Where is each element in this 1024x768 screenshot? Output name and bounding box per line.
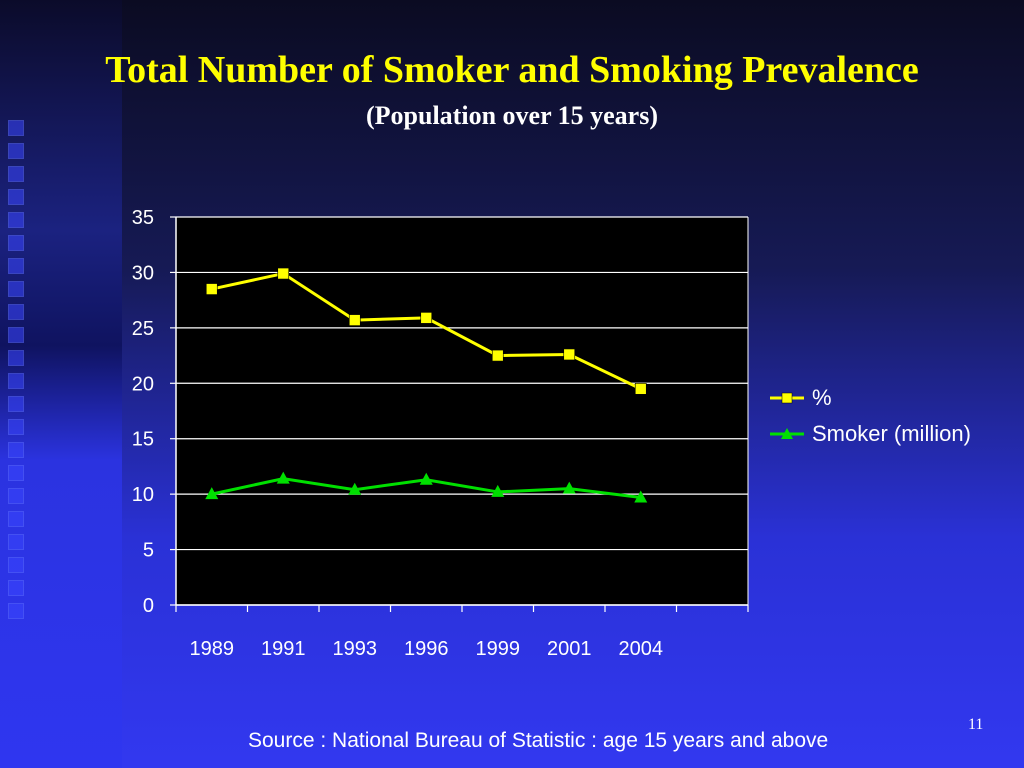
decorative-square (8, 442, 24, 458)
y-tick-label: 35 (132, 207, 154, 229)
data-point-percent (634, 383, 647, 395)
left-decorative-strip (0, 0, 122, 768)
y-tick-label: 25 (132, 318, 154, 340)
data-point-smoker (419, 472, 433, 485)
y-tick-label: 30 (132, 262, 154, 284)
y-tick-label: 20 (132, 373, 154, 395)
x-tick-label: 1991 (261, 638, 306, 660)
decorative-square (8, 350, 24, 366)
y-tick-label: 15 (132, 429, 154, 451)
x-tick-label: 2001 (547, 638, 592, 660)
decorative-square (8, 603, 24, 619)
data-point-smoker (348, 482, 362, 495)
x-tick-label: 1993 (333, 638, 378, 660)
x-tick-label: 1989 (190, 638, 235, 660)
slide-title: Total Number of Smoker and Smoking Preva… (105, 49, 919, 91)
decorative-square (8, 419, 24, 435)
decorative-square (8, 143, 24, 159)
legend-label-percent: % (812, 385, 832, 410)
decorative-square (8, 373, 24, 389)
data-point-percent (348, 314, 361, 326)
decorative-square (8, 120, 24, 136)
decorative-square (8, 327, 24, 343)
x-tick-label: 1996 (404, 638, 449, 660)
decorative-square (8, 465, 24, 481)
decorative-square (8, 511, 24, 527)
decorative-square (8, 166, 24, 182)
decorative-squares (8, 120, 26, 680)
data-point-percent (277, 267, 290, 280)
y-tick-label: 10 (132, 484, 154, 506)
decorative-square (8, 488, 24, 504)
chart-legend: % Smoker (million) (770, 380, 1020, 452)
legend-label-smoker: Smoker (million) (812, 421, 971, 446)
legend-item-smoker: Smoker (million) (770, 416, 1020, 452)
decorative-square (8, 212, 24, 228)
decorative-square (8, 396, 24, 412)
y-tick-label: 5 (143, 540, 154, 562)
decorative-square (8, 281, 24, 297)
x-tick-label: 2004 (619, 638, 664, 660)
data-point-percent (491, 349, 504, 362)
data-point-smoker (491, 484, 505, 497)
x-tick-label: 1999 (476, 638, 521, 660)
plot-area (176, 217, 748, 605)
data-point-smoker (205, 487, 219, 500)
data-point-percent (563, 348, 576, 361)
legend-item-percent: % (770, 380, 1020, 416)
source-note: Source : National Bureau of Statistic : … (248, 729, 829, 752)
data-point-percent (420, 312, 433, 324)
data-point-smoker (634, 490, 648, 503)
data-point-smoker (562, 481, 576, 494)
page-number: 11 (968, 716, 984, 733)
decorative-square (8, 580, 24, 596)
legend-square-marker-icon (770, 392, 804, 404)
decorative-square (8, 534, 24, 550)
decorative-square (8, 235, 24, 251)
y-tick-label: 0 (143, 595, 154, 617)
data-point-percent (205, 283, 218, 295)
decorative-square (8, 557, 24, 573)
slide-subtitle: (Population over 15 years) (366, 101, 658, 130)
decorative-square (8, 189, 24, 205)
legend-triangle-marker-icon (770, 428, 804, 439)
decorative-square (8, 304, 24, 320)
data-point-smoker (276, 471, 290, 484)
decorative-square (8, 258, 24, 274)
